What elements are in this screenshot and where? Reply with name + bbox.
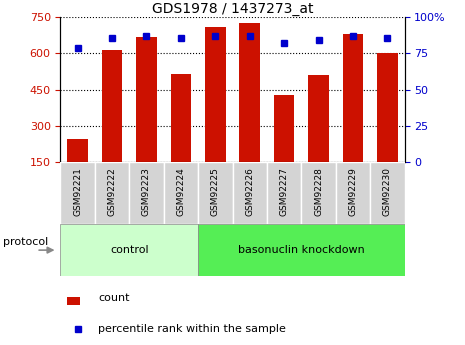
Bar [129, 162, 164, 224]
Text: GSM92228: GSM92228 [314, 167, 323, 216]
Bar [67, 297, 80, 305]
Bar [198, 224, 405, 276]
Bar [60, 224, 198, 276]
Text: GSM92221: GSM92221 [73, 167, 82, 216]
Bar [95, 162, 129, 224]
Bar [308, 75, 329, 162]
Bar [136, 37, 157, 162]
Text: GSM92225: GSM92225 [211, 167, 220, 216]
Bar [171, 74, 191, 162]
Bar [164, 162, 198, 224]
Bar [301, 162, 336, 224]
Text: basonuclin knockdown: basonuclin knockdown [238, 245, 365, 255]
Bar [377, 53, 398, 162]
Text: GSM92224: GSM92224 [176, 167, 186, 216]
Bar [267, 162, 301, 224]
Text: GSM92229: GSM92229 [348, 167, 358, 216]
Bar [198, 162, 232, 224]
Bar [67, 139, 88, 162]
Text: GSM92223: GSM92223 [142, 167, 151, 216]
Text: GSM92227: GSM92227 [279, 167, 289, 216]
Text: GSM92226: GSM92226 [245, 167, 254, 216]
Text: percentile rank within the sample: percentile rank within the sample [98, 325, 286, 334]
Bar [102, 50, 122, 162]
Bar [232, 162, 267, 224]
Bar [274, 95, 294, 162]
Text: control: control [110, 245, 149, 255]
Text: GSM92230: GSM92230 [383, 167, 392, 216]
Bar [60, 162, 95, 224]
Text: count: count [98, 294, 130, 303]
Bar [239, 23, 260, 162]
Bar [205, 27, 226, 162]
Text: GSM92222: GSM92222 [107, 167, 117, 216]
Bar [343, 34, 363, 162]
Bar [370, 162, 405, 224]
Bar [336, 162, 370, 224]
Text: protocol: protocol [3, 237, 48, 247]
Title: GDS1978 / 1437273_at: GDS1978 / 1437273_at [152, 2, 313, 16]
